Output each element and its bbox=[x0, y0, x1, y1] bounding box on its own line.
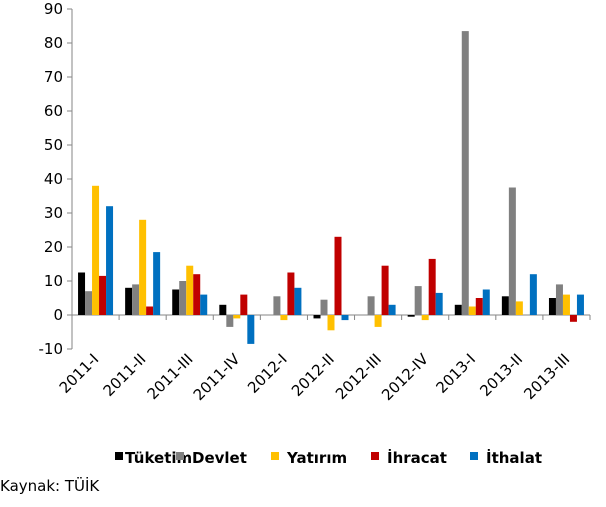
legend-swatch bbox=[115, 452, 123, 460]
bar bbox=[153, 252, 161, 315]
y-tick-label: 70 bbox=[44, 68, 63, 86]
bar bbox=[125, 287, 133, 315]
bar bbox=[280, 315, 288, 321]
bar bbox=[92, 185, 100, 315]
bar bbox=[233, 315, 241, 319]
bar bbox=[186, 265, 194, 315]
y-tick-label: 0 bbox=[53, 306, 63, 324]
bar bbox=[240, 294, 248, 315]
bar bbox=[407, 315, 415, 317]
bar bbox=[555, 284, 563, 315]
legend-swatch bbox=[271, 452, 279, 460]
bar bbox=[454, 304, 462, 315]
bar bbox=[99, 275, 107, 315]
bar bbox=[179, 281, 187, 315]
legend-label: İthalat bbox=[486, 448, 542, 467]
y-tick-label: 60 bbox=[44, 102, 63, 120]
y-tick-label: 40 bbox=[44, 170, 63, 188]
bar bbox=[381, 265, 389, 315]
legend-label: Yatırım bbox=[286, 449, 347, 467]
bar bbox=[247, 315, 255, 344]
bar bbox=[294, 287, 302, 315]
bar bbox=[468, 306, 476, 315]
y-tick-label: 80 bbox=[44, 34, 63, 52]
x-tick-label: 2012-I bbox=[244, 350, 291, 397]
bar bbox=[200, 294, 208, 315]
bar bbox=[428, 258, 436, 315]
bar bbox=[562, 294, 570, 315]
bar bbox=[226, 315, 234, 327]
bar bbox=[529, 274, 537, 315]
bar bbox=[287, 272, 295, 315]
y-tick-label: -10 bbox=[39, 340, 64, 358]
bar bbox=[435, 292, 443, 315]
bar bbox=[569, 315, 577, 322]
bar bbox=[367, 296, 375, 315]
bar bbox=[85, 291, 93, 315]
bar bbox=[374, 315, 382, 327]
bar bbox=[341, 315, 349, 321]
x-tick-label: 2011-IV bbox=[190, 350, 244, 404]
y-tick-label: 30 bbox=[44, 204, 63, 222]
x-tick-label: 2012-II bbox=[288, 350, 338, 400]
x-tick-label: 2013-III bbox=[520, 350, 573, 403]
legend-label: Tüketim bbox=[125, 449, 192, 467]
x-tick-label: 2013-II bbox=[476, 350, 526, 400]
bar bbox=[106, 206, 114, 315]
legend-swatch bbox=[470, 452, 478, 460]
bar bbox=[482, 289, 490, 315]
legend-swatch bbox=[176, 452, 184, 460]
bar bbox=[334, 236, 342, 315]
source: Kaynak: TÜİK bbox=[0, 476, 100, 495]
bar bbox=[327, 315, 335, 331]
bar bbox=[273, 296, 281, 315]
bar bbox=[388, 304, 396, 315]
bar bbox=[320, 299, 328, 315]
x-tick-label: 2012-IV bbox=[378, 350, 432, 404]
bar bbox=[421, 315, 429, 321]
x-tick-label: 2011-II bbox=[100, 350, 150, 400]
legend-label: İhracat bbox=[387, 448, 447, 467]
bar bbox=[515, 301, 523, 315]
bar bbox=[132, 284, 140, 315]
bar bbox=[414, 286, 422, 315]
bar bbox=[461, 31, 469, 315]
bar bbox=[475, 298, 483, 315]
bar bbox=[139, 219, 147, 315]
legend-swatch bbox=[371, 452, 379, 460]
bar bbox=[501, 296, 509, 315]
y-tick-label: 50 bbox=[44, 136, 63, 154]
bar bbox=[548, 298, 556, 315]
bar bbox=[172, 289, 180, 315]
y-tick-label: 90 bbox=[44, 0, 63, 18]
bar bbox=[146, 306, 154, 315]
bar bbox=[193, 274, 201, 315]
bar bbox=[219, 304, 227, 315]
y-tick-label: 20 bbox=[44, 238, 63, 256]
bar bbox=[576, 294, 584, 315]
bar bbox=[508, 187, 516, 315]
x-tick-label: 2013-I bbox=[432, 350, 479, 397]
bar bbox=[313, 315, 321, 319]
legend-label: Devlet bbox=[192, 449, 247, 467]
bar bbox=[78, 272, 86, 315]
y-tick-label: 10 bbox=[44, 272, 63, 290]
x-tick-label: 2012-III bbox=[332, 350, 385, 403]
x-tick-label: 2011-III bbox=[144, 350, 197, 403]
